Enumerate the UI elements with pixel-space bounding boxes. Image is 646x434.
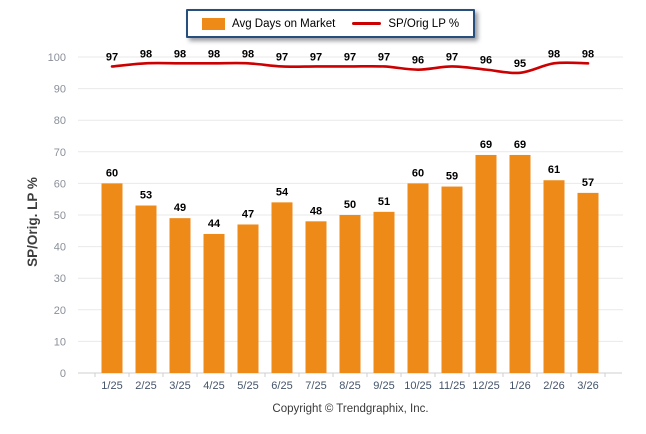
- x-tick-labels: 1/25 2/25 3/25 4/25 5/25 6/25 7/25 8/25 9/25 10/2…: [101, 380, 598, 392]
- bar-label-9/25: 51: [378, 196, 390, 208]
- y-tick-label-100: 100: [48, 52, 66, 64]
- line-label-2/26: 98: [548, 48, 560, 60]
- bar-11/25: [441, 186, 463, 373]
- bar-label-1/25: 60: [106, 167, 118, 179]
- x-tick-label-9/25: 9/25: [373, 380, 394, 392]
- y-tick-label-20: 20: [54, 305, 66, 317]
- line-label-6/25: 97: [276, 51, 288, 63]
- bar-value-labels: 60 53 49 44 47 54 48 50 51 60 59 69 69 61 57: [106, 139, 594, 230]
- line-label-7/25: 97: [310, 51, 322, 63]
- x-tick-label-12/25: 12/25: [472, 380, 500, 392]
- bar-label-3/26: 57: [582, 177, 594, 189]
- x-tick-label-1/26: 1/26: [509, 380, 530, 392]
- legend-label-avg-days: Avg Days on Market: [232, 17, 336, 30]
- line-label-9/25: 97: [378, 51, 390, 63]
- x-tick-label-2/25: 2/25: [135, 380, 156, 392]
- bar-label-4/25: 44: [208, 218, 221, 230]
- bar-label-11/25: 59: [446, 171, 458, 183]
- bar-label-1/26: 69: [514, 139, 526, 151]
- bar-label-2/25: 53: [140, 190, 152, 202]
- y-tick-label-80: 80: [54, 115, 66, 127]
- x-tick-label-11/25: 11/25: [439, 380, 466, 392]
- bar-1/26: [509, 154, 531, 373]
- bar-3/25: [169, 218, 191, 373]
- bar-7/25: [305, 221, 327, 373]
- legend-item-sp-orig-lp[interactable]: SP/Orig LP %: [352, 18, 459, 30]
- bar-label-5/25: 47: [242, 208, 254, 220]
- bar-4/25: [203, 233, 225, 373]
- copyright-text: Copyright © Trendgraphix, Inc.: [272, 403, 429, 415]
- bar-10/25: [407, 183, 429, 373]
- bar-12/25: [475, 154, 497, 373]
- y-tick-label-90: 90: [54, 84, 66, 96]
- line-label-2/25: 98: [140, 48, 152, 60]
- bar-label-7/25: 48: [310, 205, 322, 217]
- line-label-4/25: 98: [208, 48, 220, 60]
- bar-5/25: [237, 224, 259, 373]
- bar-label-12/25: 69: [480, 139, 492, 151]
- line-label-1/26: 95: [514, 58, 526, 70]
- y-axis-title: SP/Orig. LP %: [25, 177, 40, 267]
- y-tick-labels: 0 10 20 30 40 50 60 70 80 90 100: [48, 52, 66, 380]
- bar-label-6/25: 54: [276, 186, 289, 198]
- x-tick-label-4/25: 4/25: [203, 380, 224, 392]
- x-tick-label-1/25: 1/25: [101, 380, 122, 392]
- bar-2/25: [135, 205, 157, 373]
- x-tick-label-2/26: 2/26: [543, 380, 564, 392]
- y-tick-label-50: 50: [54, 210, 66, 222]
- line-label-1/25: 97: [106, 51, 118, 63]
- bar-3/26: [577, 192, 599, 373]
- y-tick-label-10: 10: [54, 336, 66, 348]
- bars-series: [101, 154, 599, 373]
- x-tick-label-10/25: 10/25: [404, 380, 432, 392]
- line-label-3/25: 98: [174, 48, 186, 60]
- bar-6/25: [271, 202, 293, 373]
- line-value-labels: 97 98 98 98 98 97 97 97 97 96 97 96 95 98 98: [106, 48, 594, 69]
- bar-series-swatch: [202, 17, 225, 30]
- legend-label-sp-orig-lp: SP/Orig LP %: [388, 17, 460, 30]
- line-series: [110, 61, 590, 75]
- legend: Avg Days on Market SP/Orig LP %: [186, 9, 476, 38]
- line-label-8/25: 97: [344, 51, 356, 63]
- bar-2/26: [543, 180, 565, 373]
- bar-1/25: [101, 183, 123, 373]
- bar-label-8/25: 50: [344, 199, 356, 211]
- bar-label-3/25: 49: [174, 202, 186, 214]
- x-tick-label-5/25: 5/25: [237, 380, 258, 392]
- line-series-swatch: [352, 22, 382, 25]
- bar-label-10/25: 60: [412, 167, 424, 179]
- x-tick-label-7/25: 7/25: [305, 380, 326, 392]
- x-tick-label-3/26: 3/26: [577, 380, 598, 392]
- bar-8/25: [339, 215, 361, 373]
- x-tick-label-3/25: 3/25: [169, 380, 190, 392]
- y-tick-label-60: 60: [54, 178, 66, 190]
- x-tick-label-6/25: 6/25: [271, 380, 292, 392]
- bar-label-2/26: 61: [548, 164, 560, 176]
- x-tick-label-8/25: 8/25: [339, 380, 360, 392]
- legend-item-avg-days-on-market[interactable]: Avg Days on Market: [202, 17, 336, 30]
- line-label-11/25: 97: [446, 51, 458, 63]
- line-label-10/25: 96: [412, 55, 424, 67]
- y-tick-label-0: 0: [60, 368, 66, 380]
- y-tick-label-30: 30: [54, 273, 66, 285]
- line-label-12/25: 96: [480, 55, 492, 67]
- bar-9/25: [373, 211, 395, 373]
- line-label-5/25: 98: [242, 48, 254, 60]
- line-label-3/26: 98: [582, 48, 594, 60]
- y-tick-label-70: 70: [54, 147, 66, 159]
- y-tick-label-40: 40: [54, 242, 66, 254]
- sp-orig-lp-line: [110, 61, 590, 75]
